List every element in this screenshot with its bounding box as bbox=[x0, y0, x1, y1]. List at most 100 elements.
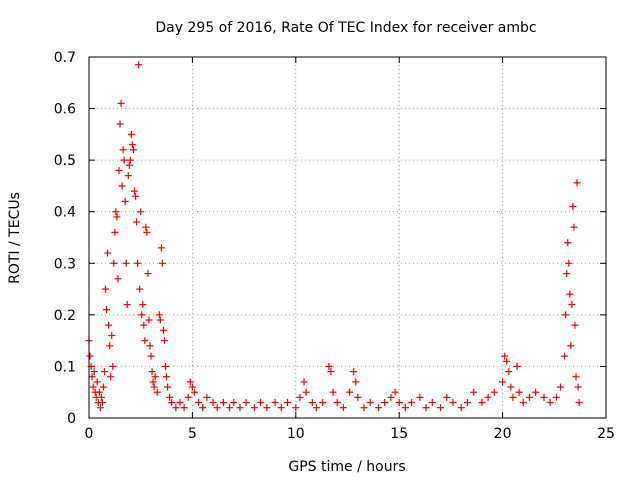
data-point-marker bbox=[366, 399, 374, 407]
data-point-marker bbox=[138, 311, 146, 319]
data-point-marker bbox=[387, 393, 395, 401]
data-point-marker bbox=[360, 404, 368, 412]
data-point-marker bbox=[242, 399, 250, 407]
data-point-marker bbox=[568, 301, 576, 309]
data-point-marker bbox=[95, 388, 103, 396]
data-point-marker bbox=[119, 146, 127, 154]
data-point-marker bbox=[139, 301, 147, 309]
data-point-marker bbox=[123, 301, 131, 309]
data-point-marker bbox=[112, 208, 120, 216]
data-point-marker bbox=[88, 373, 96, 381]
data-point-marker bbox=[115, 166, 123, 174]
data-point-marker bbox=[333, 399, 341, 407]
data-point-marker bbox=[350, 368, 358, 376]
data-point-marker bbox=[562, 311, 570, 319]
data-point-marker bbox=[437, 404, 445, 412]
data-point-marker bbox=[564, 239, 572, 247]
chart-title: Day 295 of 2016, Rate Of TEC Index for r… bbox=[155, 20, 536, 36]
data-point-marker bbox=[143, 228, 151, 236]
data-point-marker bbox=[507, 383, 515, 391]
data-point-marker bbox=[126, 156, 134, 164]
data-point-marker bbox=[300, 378, 308, 386]
data-point-marker bbox=[236, 404, 244, 412]
data-point-marker bbox=[354, 393, 362, 401]
data-point-marker bbox=[117, 99, 125, 107]
data-point-marker bbox=[478, 399, 486, 407]
data-point-marker bbox=[122, 259, 130, 267]
data-point-marker bbox=[561, 352, 569, 360]
data-point-marker bbox=[184, 393, 192, 401]
data-point-marker bbox=[346, 388, 354, 396]
data-point-marker bbox=[89, 383, 97, 391]
data-point-marker bbox=[546, 399, 554, 407]
data-point-marker bbox=[296, 393, 304, 401]
data-point-marker bbox=[128, 141, 136, 149]
data-point-marker bbox=[166, 393, 174, 401]
data-point-marker bbox=[146, 342, 154, 350]
data-point-marker bbox=[525, 393, 533, 401]
data-point-marker bbox=[219, 399, 227, 407]
data-point-marker bbox=[132, 192, 140, 200]
data-point-marker bbox=[140, 321, 148, 329]
data-point-marker bbox=[271, 399, 279, 407]
data-point-marker bbox=[149, 378, 157, 386]
data-point-marker bbox=[250, 404, 258, 412]
data-point-marker bbox=[395, 399, 403, 407]
data-point-marker bbox=[137, 208, 145, 216]
x-tick-label: 5 bbox=[188, 426, 197, 442]
data-point-marker bbox=[125, 161, 133, 169]
data-point-marker bbox=[199, 404, 207, 412]
data-point-marker bbox=[540, 393, 548, 401]
y-tick-label: 0.2 bbox=[54, 308, 76, 324]
data-point-marker bbox=[277, 404, 285, 412]
data-point-marker bbox=[176, 399, 184, 407]
data-point-marker bbox=[292, 404, 300, 412]
y-tick-label: 0 bbox=[67, 411, 76, 427]
data-point-marker bbox=[127, 130, 135, 138]
data-point-marker bbox=[110, 259, 118, 267]
data-point-marker bbox=[158, 259, 166, 267]
plot-frame bbox=[88, 56, 607, 419]
data-point-marker bbox=[567, 342, 575, 350]
points-layer bbox=[85, 61, 583, 412]
data-point-marker bbox=[151, 373, 159, 381]
data-point-marker bbox=[503, 357, 511, 365]
data-point-marker bbox=[575, 399, 583, 407]
y-tick-label: 0.1 bbox=[54, 359, 76, 375]
data-point-marker bbox=[470, 388, 478, 396]
data-point-marker bbox=[509, 393, 517, 401]
data-point-marker bbox=[428, 399, 436, 407]
data-point-marker bbox=[401, 404, 409, 412]
data-point-marker bbox=[499, 378, 507, 386]
data-point-marker bbox=[571, 321, 579, 329]
data-point-marker bbox=[457, 404, 465, 412]
data-point-marker bbox=[114, 275, 122, 283]
data-point-marker bbox=[142, 223, 150, 231]
x-tick-label: 0 bbox=[85, 426, 94, 442]
data-point-marker bbox=[484, 393, 492, 401]
data-point-marker bbox=[352, 378, 360, 386]
data-point-marker bbox=[105, 321, 113, 329]
data-point-marker bbox=[130, 187, 138, 195]
data-point-marker bbox=[422, 404, 430, 412]
data-point-marker bbox=[532, 388, 540, 396]
x-tick-label: 20 bbox=[494, 426, 512, 442]
tick-layer: 0 5 10 15 20 25 0 0.1 0.2 0.3 0.4 0.5 0.6 0.7 bbox=[54, 50, 615, 442]
data-point-marker bbox=[186, 378, 194, 386]
x-axis-label: GPS time / hours bbox=[288, 459, 405, 475]
data-point-marker bbox=[408, 399, 416, 407]
data-point-marker bbox=[118, 182, 126, 190]
data-point-marker bbox=[209, 399, 217, 407]
data-point-marker bbox=[108, 331, 116, 339]
data-point-marker bbox=[124, 172, 132, 180]
data-point-marker bbox=[302, 388, 310, 396]
data-point-marker bbox=[133, 218, 141, 226]
data-point-marker bbox=[505, 368, 513, 376]
data-point-marker bbox=[145, 316, 153, 324]
data-point-marker bbox=[103, 306, 111, 314]
y-tick-label: 0.6 bbox=[54, 102, 76, 118]
data-point-marker bbox=[134, 259, 142, 267]
data-point-marker bbox=[159, 326, 167, 334]
data-point-marker bbox=[99, 383, 107, 391]
